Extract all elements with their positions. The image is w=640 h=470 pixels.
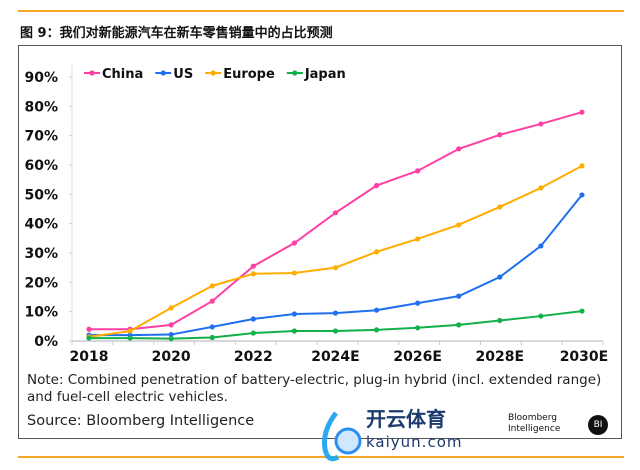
data-point-japan <box>415 325 421 331</box>
y-tick-label: 80% <box>24 99 58 115</box>
y-tick-label: 10% <box>24 305 58 321</box>
chart-source: Source: Bloomberg Intelligence <box>27 413 255 429</box>
x-tick-label: 2018 <box>70 349 109 365</box>
watermark-k-icon <box>322 411 362 462</box>
data-point-us <box>168 331 174 338</box>
legend-marker <box>89 70 95 76</box>
legend-label-china: China <box>102 67 143 82</box>
watermark-logo: 开云体育 kaiyun.com Bloomberg Intelligence B… <box>318 407 624 467</box>
data-point-japan <box>86 335 92 341</box>
data-point-europe <box>579 163 585 169</box>
data-point-china <box>415 168 421 174</box>
data-point-us <box>579 192 585 198</box>
data-point-japan <box>373 327 380 333</box>
y-tick-label: 20% <box>24 275 58 291</box>
x-tick-label: 2024E <box>311 349 360 365</box>
series-line-china <box>89 111 583 331</box>
y-tick-label: 30% <box>24 246 58 262</box>
legend-marker <box>160 70 166 76</box>
data-point-china <box>497 132 503 138</box>
data-point-china <box>250 263 256 269</box>
data-point-china <box>373 182 380 189</box>
data-point-china <box>86 326 92 332</box>
data-point-china <box>332 210 339 216</box>
data-point-japan <box>538 313 544 319</box>
data-point-japan <box>250 330 256 336</box>
data-point-china <box>168 322 174 328</box>
data-point-us <box>291 311 297 317</box>
bottom-rule <box>18 456 624 458</box>
data-point-europe <box>538 185 544 191</box>
data-point-us <box>250 316 256 322</box>
data-point-us <box>415 300 421 306</box>
data-point-europe <box>250 271 256 277</box>
data-point-china <box>538 121 544 127</box>
data-point-europe <box>456 222 462 228</box>
data-point-us <box>332 310 339 316</box>
top-rule <box>18 10 624 12</box>
y-tick-label: 60% <box>24 158 58 174</box>
bi-badge: BI <box>588 415 608 435</box>
data-point-china <box>579 109 585 115</box>
data-point-japan <box>291 328 297 334</box>
chart-note: Note: Combined penetration of battery-el… <box>27 372 602 405</box>
data-point-japan <box>168 336 174 342</box>
x-tick-label: 2026E <box>393 349 442 365</box>
data-point-europe <box>332 265 339 271</box>
legend-marker <box>210 70 216 76</box>
watermark-en: kaiyun.com <box>366 433 463 451</box>
data-point-china <box>209 298 215 304</box>
data-point-japan <box>456 322 462 328</box>
y-tick-label: 90% <box>24 70 58 86</box>
data-point-europe <box>127 328 133 334</box>
data-point-japan <box>497 317 503 324</box>
data-point-us <box>497 274 503 280</box>
data-point-europe <box>373 249 380 255</box>
legend-label-japan: Japan <box>304 67 346 82</box>
data-point-us <box>456 293 462 299</box>
data-point-japan <box>332 328 339 334</box>
data-point-japan <box>579 308 585 314</box>
x-tick-label: 2028E <box>476 349 525 365</box>
data-point-europe <box>415 236 421 242</box>
watermark-cn: 开云体育 <box>366 407 446 431</box>
y-tick-label: 0% <box>34 334 58 350</box>
x-tick-label: 2020 <box>152 349 191 365</box>
data-point-china <box>456 146 462 152</box>
y-tick-label: 70% <box>24 129 58 145</box>
data-point-japan <box>127 335 133 341</box>
legend-label-us: US <box>173 67 193 82</box>
bi-logo-text: Bloomberg Intelligence <box>508 413 561 434</box>
x-tick-label: 2022 <box>234 349 273 365</box>
legend-marker <box>292 70 298 76</box>
y-tick-label: 50% <box>24 187 58 203</box>
data-point-us <box>209 324 215 330</box>
chart-frame <box>18 45 622 439</box>
data-point-china <box>291 240 297 246</box>
soccer-ball-icon <box>334 427 362 455</box>
data-point-europe <box>168 305 174 311</box>
data-point-us <box>373 307 380 313</box>
y-tick-label: 40% <box>24 217 58 233</box>
legend-label-europe: Europe <box>223 67 275 82</box>
data-point-europe <box>291 270 297 276</box>
data-point-japan <box>209 334 215 341</box>
figure-title: 图 9：我们对新能源汽车在新车零售销量中的占比预测 <box>20 26 333 41</box>
data-point-europe <box>497 204 503 210</box>
x-tick-label: 2030E <box>560 349 609 365</box>
data-point-us <box>538 243 544 249</box>
data-point-europe <box>209 283 215 289</box>
